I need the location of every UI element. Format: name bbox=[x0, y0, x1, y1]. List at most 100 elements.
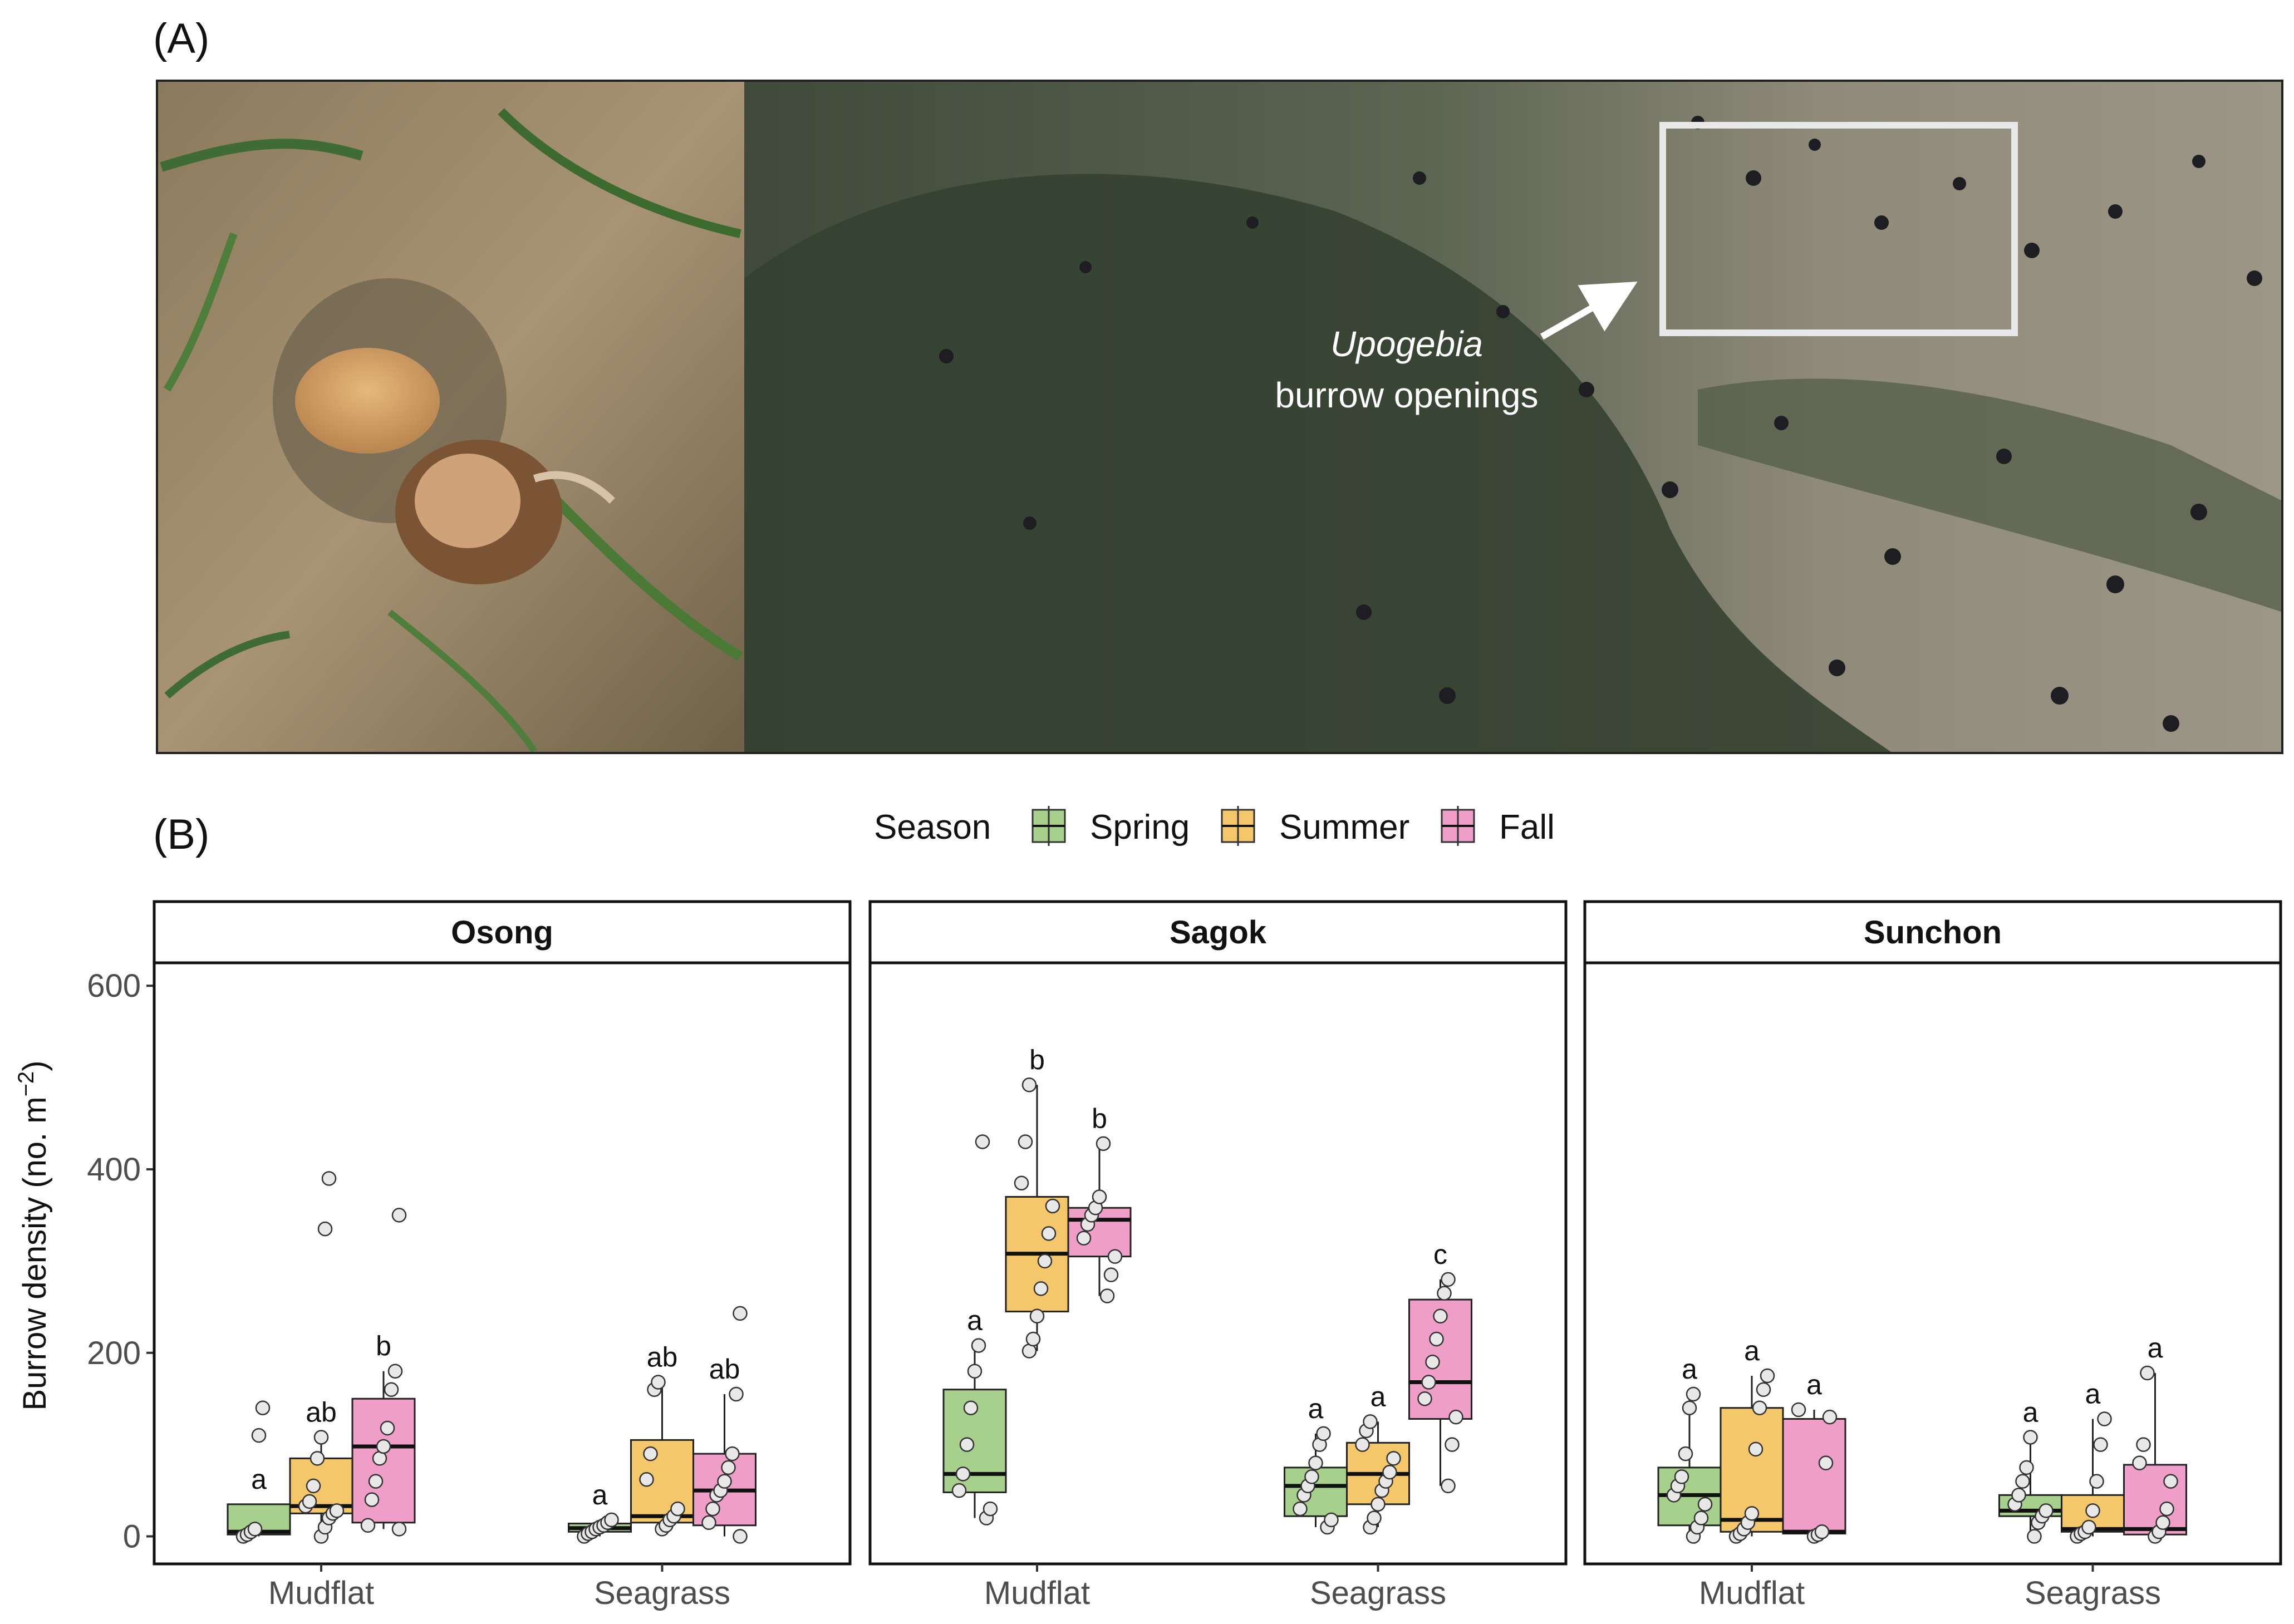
data-point bbox=[1437, 1286, 1452, 1301]
significance-letter: a bbox=[592, 1479, 608, 1510]
data-point bbox=[2132, 1455, 2147, 1470]
photo-shrimp bbox=[157, 81, 744, 754]
significance-letter: ab bbox=[709, 1354, 740, 1385]
data-point bbox=[1441, 1478, 1456, 1494]
data-point bbox=[1076, 1231, 1092, 1246]
data-point bbox=[983, 1501, 998, 1517]
data-point bbox=[2038, 1503, 2054, 1518]
y-tick-label-200: 200 bbox=[87, 1335, 141, 1371]
data-point bbox=[1425, 1355, 1440, 1370]
significance-letter: a bbox=[1308, 1393, 1324, 1424]
data-point bbox=[1304, 1469, 1319, 1484]
significance-letter: a bbox=[2085, 1378, 2101, 1409]
data-point bbox=[1814, 1524, 1830, 1539]
data-point bbox=[1448, 1409, 1463, 1425]
data-point bbox=[2015, 1474, 2030, 1489]
data-point bbox=[321, 1171, 337, 1186]
annotation-species: Upogebia bbox=[1330, 324, 1483, 364]
data-point bbox=[2011, 1488, 2026, 1503]
panel-a-frame bbox=[156, 80, 2283, 754]
data-point bbox=[2089, 1474, 2104, 1489]
data-point bbox=[2023, 1430, 2038, 1445]
facet-title: Osong bbox=[451, 914, 553, 951]
box-mudflat-spring: a bbox=[1657, 1354, 1722, 1544]
significance-letter: c bbox=[1433, 1239, 1447, 1270]
data-point bbox=[1382, 1464, 1397, 1480]
box-seagrass-fall: a bbox=[2123, 1332, 2187, 1544]
box-mudflat-fall: b bbox=[1067, 1103, 1132, 1303]
data-point bbox=[701, 1515, 716, 1531]
data-point bbox=[1308, 1455, 1323, 1470]
data-point bbox=[1096, 1136, 1111, 1151]
data-point bbox=[651, 1375, 666, 1390]
legend-label-fall: Fall bbox=[1499, 808, 1555, 847]
data-point bbox=[1791, 1402, 1806, 1418]
data-point bbox=[2085, 1503, 2100, 1518]
data-point bbox=[2093, 1437, 2108, 1452]
data-point bbox=[705, 1501, 720, 1517]
data-point bbox=[1025, 1331, 1041, 1347]
box-mudflat-spring: a bbox=[227, 1400, 291, 1544]
facet-sagok: Sagok Mudflat Seagrass a b b a a c bbox=[868, 900, 1568, 1611]
data-point bbox=[368, 1474, 384, 1489]
data-point bbox=[251, 1428, 267, 1443]
significance-letter: a bbox=[1806, 1369, 1822, 1400]
data-point bbox=[1045, 1198, 1060, 1214]
legend-item-summer: Summer bbox=[1221, 806, 1409, 847]
significance-letter: a bbox=[251, 1464, 267, 1495]
data-point bbox=[2163, 1474, 2178, 1489]
data-point bbox=[1752, 1400, 1767, 1415]
data-point bbox=[317, 1221, 333, 1237]
data-point bbox=[1693, 1510, 1709, 1525]
box-seagrass-spring: a bbox=[1998, 1396, 2062, 1544]
x-tick-label-mudflat: Mudflat bbox=[1699, 1575, 1805, 1611]
data-point bbox=[1363, 1414, 1378, 1429]
data-point bbox=[1021, 1077, 1037, 1092]
x-tick-label-mudflat: Mudflat bbox=[268, 1575, 374, 1611]
significance-letter: a bbox=[1682, 1354, 1697, 1385]
x-tick-label-mudflat: Mudflat bbox=[984, 1575, 1090, 1611]
data-point bbox=[955, 1466, 971, 1482]
data-point bbox=[387, 1364, 403, 1379]
data-point bbox=[2136, 1437, 2151, 1452]
data-point bbox=[391, 1522, 407, 1537]
facet-title: Sunchon bbox=[1864, 914, 2002, 951]
data-point bbox=[2019, 1460, 2034, 1475]
data-point bbox=[1748, 1441, 1764, 1457]
box-mudflat-spring: a bbox=[942, 1134, 1007, 1525]
data-point bbox=[959, 1437, 975, 1452]
data-point bbox=[2097, 1411, 2112, 1426]
data-point bbox=[1818, 1455, 1834, 1470]
data-point bbox=[1092, 1189, 1107, 1204]
data-point bbox=[306, 1478, 321, 1494]
data-point bbox=[1417, 1391, 1432, 1406]
data-point bbox=[329, 1503, 345, 1518]
data-point bbox=[1686, 1386, 1701, 1402]
data-point bbox=[1355, 1437, 1370, 1452]
legend-label-summer: Summer bbox=[1279, 808, 1409, 847]
data-point bbox=[951, 1483, 967, 1498]
data-point bbox=[975, 1134, 990, 1149]
data-point bbox=[967, 1364, 983, 1379]
data-point bbox=[1041, 1226, 1057, 1241]
box-seagrass-fall: ab bbox=[692, 1306, 757, 1544]
data-point bbox=[313, 1430, 329, 1445]
data-point bbox=[604, 1512, 619, 1528]
box-seagrass-summer: a bbox=[2061, 1378, 2125, 1544]
y-tick-label-0: 0 bbox=[123, 1519, 141, 1555]
significance-letter: ab bbox=[306, 1396, 337, 1428]
box-mudflat-fall: b bbox=[351, 1208, 416, 1537]
data-point bbox=[1107, 1249, 1123, 1264]
significance-letter: ab bbox=[647, 1342, 678, 1373]
legend-item-fall: Fall bbox=[1441, 806, 1555, 847]
data-point bbox=[1370, 1497, 1386, 1512]
box-seagrass-spring: a bbox=[568, 1479, 632, 1544]
data-point bbox=[1014, 1175, 1029, 1190]
significance-letter: a bbox=[1370, 1381, 1386, 1412]
data-point bbox=[1293, 1501, 1308, 1517]
x-tick-label-seagrass: Seagrass bbox=[2025, 1575, 2161, 1611]
highlight-box bbox=[1659, 122, 2018, 336]
legend-item-spring: Spring bbox=[1031, 806, 1190, 847]
panel-a-label: (A) bbox=[153, 15, 209, 62]
